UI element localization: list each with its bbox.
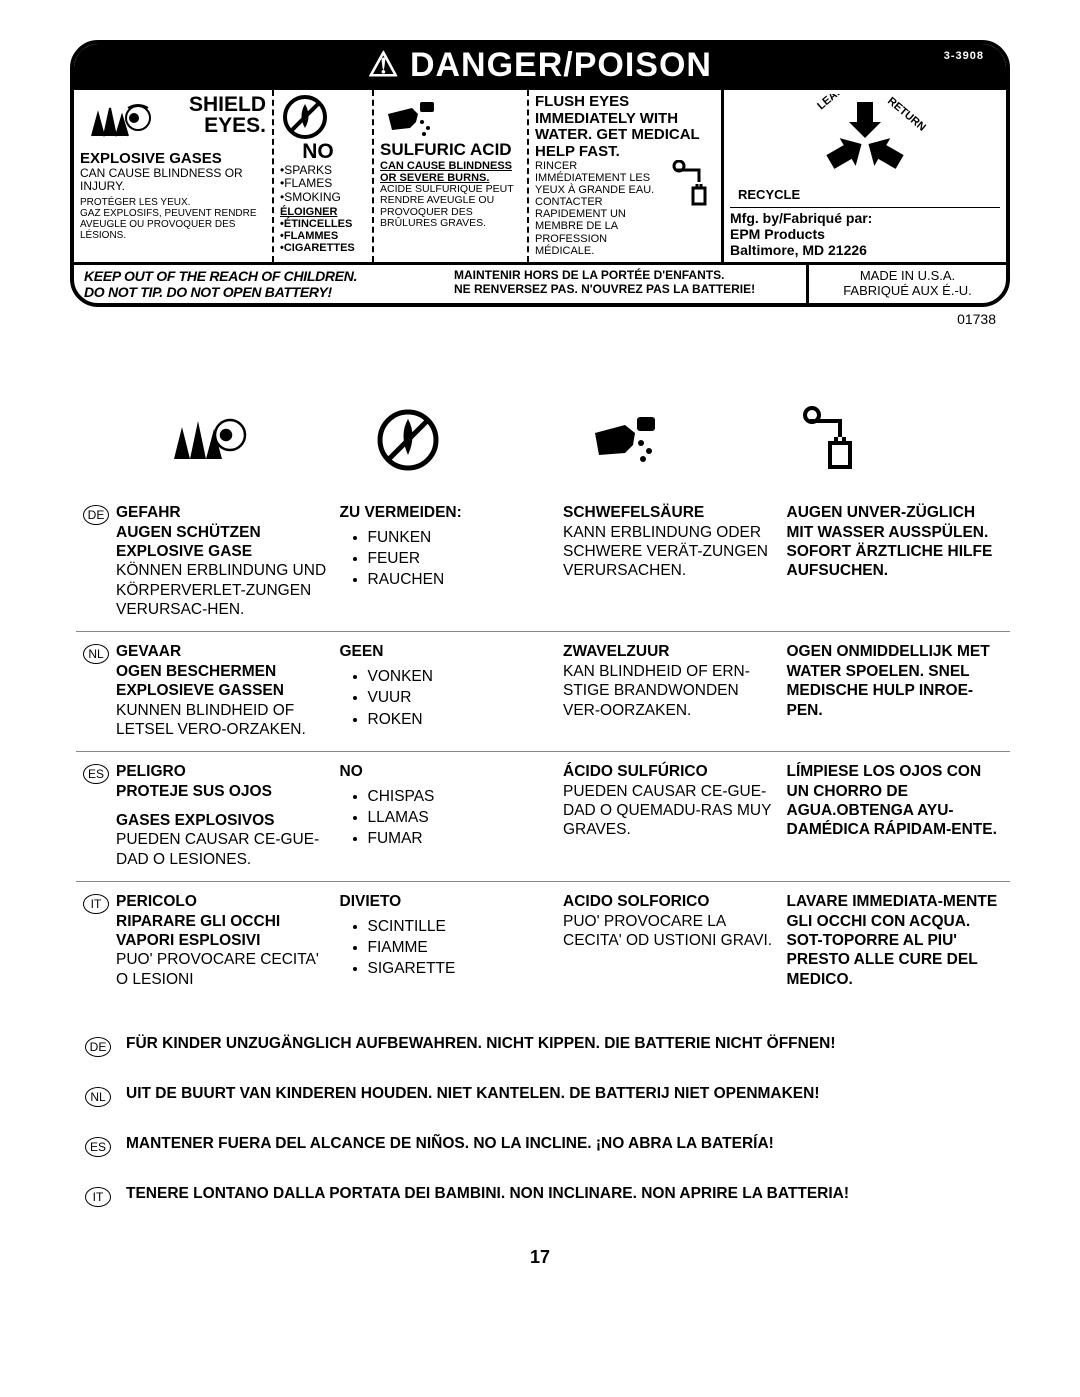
icon-explosion <box>160 405 373 475</box>
lang-col4: OGEN ONMIDDELLIJK MET WATER SPOELEN. SNE… <box>787 642 1011 739</box>
footer-left: KEEP OUT OF THE REACH OF CHILDREN. DO NO… <box>74 265 444 303</box>
col1-fr1: PROTÉGER LES YEUX. <box>80 197 266 208</box>
footer-mid2: NE RENVERSEZ PAS. N'OUVREZ PAS LA BATTER… <box>454 282 796 296</box>
svg-text:RETURN: RETURN <box>885 95 928 134</box>
col-flush: FLUSH EYES IMMEDIATELY WITH WATER. GET M… <box>529 90 724 262</box>
footer-right: MADE IN U.S.A. FABRIQUÉ AUX É.-U. <box>806 265 1006 303</box>
lang-col4: LÍMPIESE LOS OJOS CON UN CHORRO DE AGUA.… <box>787 762 1011 869</box>
lang-code: ES <box>76 762 116 869</box>
footer-mid1: MAINTENIR HORS DE LA PORTÉE D'ENFANTS. <box>454 268 796 282</box>
language-grid: DEGEFAHRAUGEN SCHÜTZENEXPLOSIVE GASEKÖNN… <box>76 493 1010 1001</box>
doc-number: 01738 <box>70 311 1010 327</box>
icon-noflame <box>373 405 586 475</box>
lang-col4: AUGEN UNVER-ZÜGLICH MIT WASSER AUSSPÜLEN… <box>787 503 1011 619</box>
mfg3: Baltimore, MD 21226 <box>730 242 1000 258</box>
footer-right1: MADE IN U.S.A. <box>819 268 996 283</box>
bottom-warnings: DEFÜR KINDER UNZUGÄNGLICH AUFBEWAHREN. N… <box>70 1035 1010 1207</box>
explosion-eyes-icon <box>80 94 158 150</box>
footer-left1: KEEP OUT OF THE REACH OF CHILDREN. <box>84 268 434 284</box>
recycle-label: RECYCLE <box>730 188 1000 203</box>
lang-col1: GEFAHRAUGEN SCHÜTZENEXPLOSIVE GASEKÖNNEN… <box>116 503 340 619</box>
lang-col2: NOCHISPASLLAMASFUMAR <box>340 762 564 869</box>
lang-row-nl: NLGEVAAROGEN BESCHERMENEXPLOSIEVE GASSEN… <box>76 632 1010 752</box>
warning-it: ITTENERE LONTANO DALLA PORTATA DEI BAMBI… <box>70 1185 1010 1207</box>
page-number: 17 <box>70 1247 1010 1268</box>
c2-fr3: •CIGARETTES <box>280 242 366 254</box>
icon-faucet <box>798 405 1011 475</box>
col1-fr2: GAZ EXPLOSIFS, PEUVENT RENDRE AVEUGLE OU… <box>80 208 266 241</box>
lang-col1: GEVAAROGEN BESCHERMENEXPLOSIEVE GASSENKU… <box>116 642 340 739</box>
no-flame-icon <box>280 94 330 140</box>
shield-eyes-heading: SHIELD EYES. <box>158 94 266 136</box>
lang-code: NL <box>76 642 116 739</box>
warning-nl: NLUIT DE BUURT VAN KINDEREN HOUDEN. NIET… <box>70 1085 1010 1107</box>
svg-text:LEAD: LEAD <box>815 94 846 112</box>
col1-line1: CAN CAUSE BLINDNESS OR INJURY. <box>80 167 266 193</box>
lang-row-es: ESPELIGROPROTEJE SUS OJOSGASES EXPLOSIVO… <box>76 752 1010 882</box>
warning-es: ESMANTENER FUERA DEL ALCANCE DE NIÑOS. N… <box>70 1135 1010 1157</box>
sulfuric-heading: SULFURIC ACID <box>380 140 521 160</box>
lang-col2: DIVIETOSCINTILLEFIAMMESIGARETTE <box>340 892 564 989</box>
lang-code: IT <box>76 892 116 989</box>
lang-col3: SCHWEFELSÄUREKANN ERBLINDUNG ODER SCHWER… <box>563 503 787 619</box>
hand-acid-icon <box>380 94 440 140</box>
lang-row-de: DEGEFAHRAUGEN SCHÜTZENEXPLOSIVE GASEKÖNN… <box>76 493 1010 632</box>
faucet-icon <box>669 160 715 214</box>
c2-l2: •FLAMES <box>280 177 366 190</box>
c2-fr2: •FLAMMES <box>280 230 366 242</box>
label-footer: KEEP OUT OF THE REACH OF CHILDREN. DO NO… <box>74 262 1006 303</box>
explosive-gases: EXPLOSIVE GASES <box>80 150 266 167</box>
label-header: ⚠ DANGER/POISON 3-3908 <box>74 44 1006 90</box>
c3-sub: CAN CAUSE BLINDNESS OR SEVERE BURNS. <box>380 160 521 184</box>
col-no: NO •SPARKS •FLAMES •SMOKING ÉLOIGNER •ÉT… <box>274 90 374 262</box>
col-recycle: LEAD RETURN RECYCLE Mfg. by/Fabriqué par… <box>724 90 1006 262</box>
footer-right2: FABRIQUÉ AUX É.-U. <box>819 283 996 298</box>
lang-col1: PERICOLORIPARARE GLI OCCHIVAPORI ESPLOSI… <box>116 892 340 989</box>
flush-heading: FLUSH EYES IMMEDIATELY WITH WATER. GET M… <box>535 94 715 160</box>
lang-col3: ACIDO SOLFORICOPUO' PROVOCARE LA CECITA'… <box>563 892 787 989</box>
lang-code: DE <box>76 503 116 619</box>
c4-fr: RINCER IMMÉDIATEMENT LES YEUX À GRANDE E… <box>535 160 669 257</box>
c3-fr: ACIDE SULFURIQUE PEUT RENDRE AVEUGLE OU … <box>380 184 521 230</box>
lang-col3: ZWAVELZUURKAN BLINDHEID OF ERN-STIGE BRA… <box>563 642 787 739</box>
icon-hand <box>585 405 798 475</box>
col-explosive: SHIELD EYES. EXPLOSIVE GASES CAN CAUSE B… <box>74 90 274 262</box>
lang-col3: ÁCIDO SULFÚRICOPUEDEN CAUSAR CE-GUE-DAD … <box>563 762 787 869</box>
main-row: SHIELD EYES. EXPLOSIVE GASES CAN CAUSE B… <box>74 90 1006 262</box>
footer-mid: MAINTENIR HORS DE LA PORTÉE D'ENFANTS. N… <box>444 265 806 303</box>
c2-fr1: •ÉTINCELLES <box>280 218 366 230</box>
lang-row-it: ITPERICOLORIPARARE GLI OCCHIVAPORI ESPLO… <box>76 882 1010 1001</box>
mfg1: Mfg. by/Fabriqué par: <box>730 210 1000 226</box>
danger-label: ⚠ DANGER/POISON 3-3908 SHIELD EYES. EXPL… <box>70 40 1010 307</box>
lang-icons-row <box>70 405 1010 475</box>
lang-col2: GEENVONKENVUURROKEN <box>340 642 564 739</box>
col-acid: SULFURIC ACID CAN CAUSE BLINDNESS OR SEV… <box>374 90 529 262</box>
recycle-badge-icon: LEAD RETURN <box>800 94 930 188</box>
c2-frhead: ÉLOIGNER <box>280 206 366 218</box>
c2-l3: •SMOKING <box>280 191 366 204</box>
header-title: ⚠ DANGER/POISON <box>368 46 712 84</box>
lang-col2: ZU VERMEIDEN:FUNKENFEUERRAUCHEN <box>340 503 564 619</box>
lang-col4: LAVARE IMMEDIATA-MENTE GLI OCCHI CON ACQ… <box>787 892 1011 989</box>
footer-left2: DO NOT TIP. DO NOT OPEN BATTERY! <box>84 284 434 300</box>
lang-col1: PELIGROPROTEJE SUS OJOSGASES EXPLOSIVOSP… <box>116 762 340 869</box>
mfg2: EPM Products <box>730 226 1000 242</box>
part-number: 3-3908 <box>944 50 984 62</box>
warning-de: DEFÜR KINDER UNZUGÄNGLICH AUFBEWAHREN. N… <box>70 1035 1010 1057</box>
no-heading: NO <box>280 140 366 164</box>
